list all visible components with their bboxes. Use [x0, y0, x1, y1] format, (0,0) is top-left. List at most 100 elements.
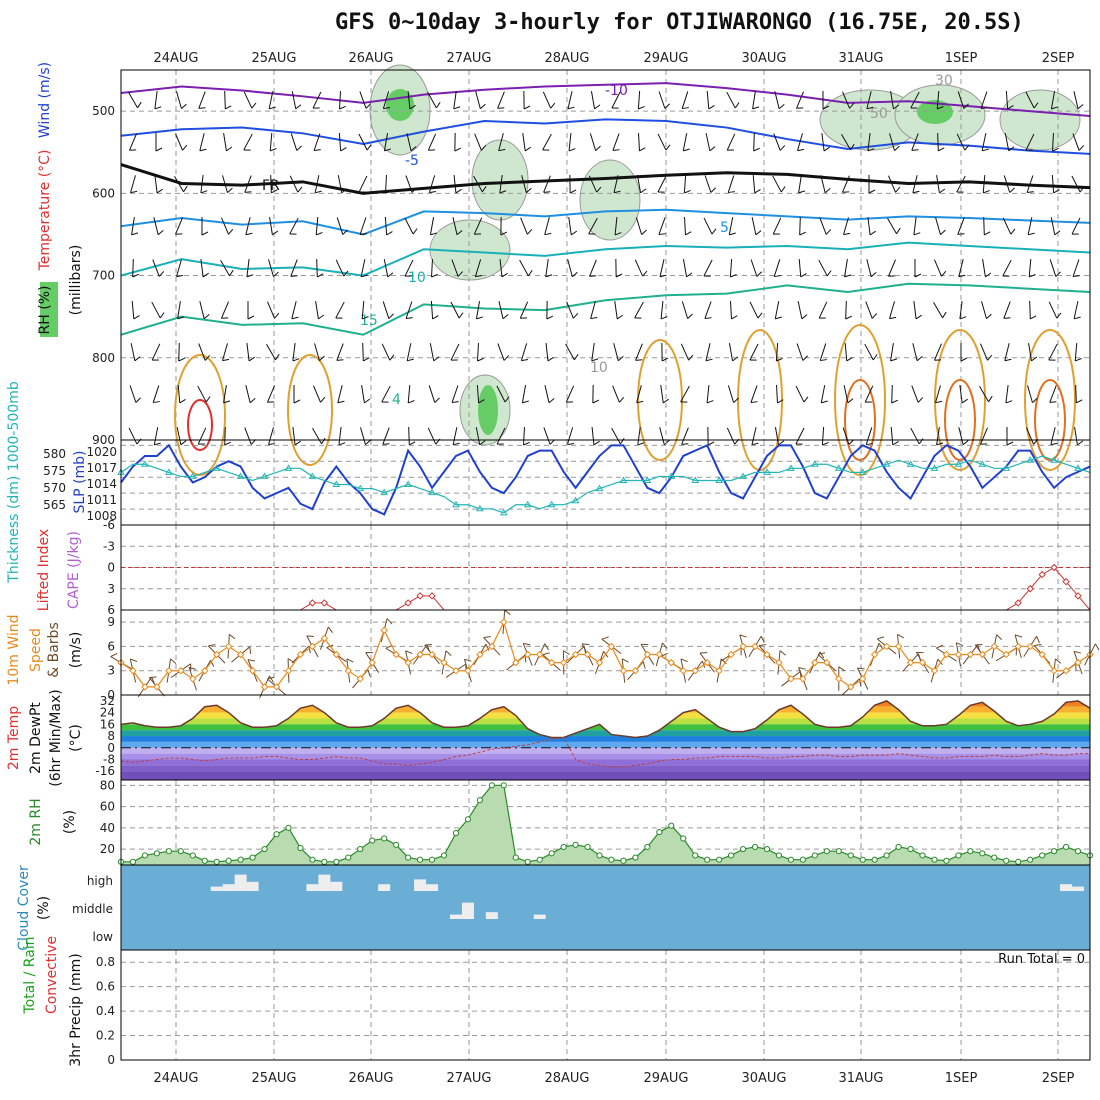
barb-staff: [245, 217, 251, 235]
barb-feather: [661, 357, 669, 362]
thickness-marker: [284, 464, 293, 471]
barb-staff: [981, 301, 987, 319]
wind-barb: [795, 385, 809, 403]
rh2m-marker: [692, 852, 699, 859]
barb-feather: [179, 399, 186, 404]
high-cloud-bar: [426, 884, 439, 891]
wind-barb: [267, 301, 280, 319]
wind-barb: [797, 301, 808, 320]
wind-speed-marker: [631, 667, 640, 675]
barb-feather: [641, 229, 647, 235]
barb-feather: [731, 315, 738, 320]
barb-staff: [911, 133, 919, 151]
barb-staff: [543, 175, 551, 193]
barb-staff: [912, 343, 918, 361]
temp-band: [121, 695, 1090, 701]
barb-feather: [308, 645, 311, 654]
barb-feather: [202, 272, 209, 278]
barb-feather: [572, 312, 579, 319]
wind-barb: [706, 90, 715, 110]
y-tick-label: 0.6: [96, 980, 115, 994]
barb-staff: [1072, 133, 1080, 151]
wind-barb: [153, 427, 161, 446]
barb-staff: [291, 91, 297, 109]
barb-feather: [296, 145, 302, 151]
wind-barb: [727, 175, 735, 194]
barb-feather: [1073, 650, 1082, 654]
barb-staff: [636, 175, 642, 193]
wind-speed-marker: [775, 658, 783, 667]
wind10m-barb: [259, 675, 274, 699]
barb-feather: [477, 357, 484, 362]
wind-barb: [937, 132, 945, 152]
wind-barb: [982, 259, 992, 278]
thickness-marker: [523, 500, 532, 508]
barb-feather: [798, 667, 806, 670]
wind-barb: [842, 91, 855, 109]
wind-barb: [223, 385, 231, 404]
barb-feather: [428, 149, 436, 151]
barb-feather: [134, 356, 141, 362]
barb-feather: [501, 272, 508, 278]
barb-feather: [362, 316, 369, 320]
wind-barb: [636, 175, 647, 194]
wind-barb: [911, 133, 919, 151]
barb-staff: [128, 91, 138, 109]
barb-feather: [316, 232, 323, 236]
contour-10: [120, 241, 1091, 277]
high-cloud-bar: [234, 874, 247, 891]
wind-barb: [750, 259, 762, 277]
contour--5: [120, 118, 1091, 155]
barb-feather: [314, 149, 321, 152]
barb-staff: [843, 217, 849, 235]
barb-staff: [1002, 217, 1012, 235]
barb-feather: [822, 441, 829, 446]
barb-staff: [336, 343, 344, 361]
barb-staff: [245, 385, 251, 403]
wind10m-barb: [1033, 644, 1051, 664]
wind-barb: [637, 427, 645, 446]
temp-band: [121, 753, 1090, 760]
wind-barb: [244, 175, 252, 193]
barb-staff: [614, 301, 618, 319]
barb-staff: [132, 258, 134, 278]
wind-speed-marker: [583, 650, 592, 659]
barb-staff: [865, 301, 873, 319]
wind-barb: [865, 301, 878, 319]
barb-feather: [293, 399, 301, 404]
wind-barb: [222, 175, 233, 194]
barb-feather: [1073, 275, 1080, 278]
barb-staff: [474, 133, 482, 151]
barb-feather: [458, 312, 464, 319]
rh2m-marker: [979, 850, 986, 857]
barb-feather: [208, 644, 216, 647]
wind-barb: [315, 216, 323, 236]
wind10m-barb: [291, 645, 311, 664]
wind-barb: [291, 301, 299, 320]
barb-feather: [842, 191, 850, 193]
barb-staff: [289, 217, 299, 235]
y-tick-label: 32: [100, 694, 115, 708]
rh-blob: [579, 159, 641, 241]
rh-core: [917, 100, 953, 124]
barb-staff: [405, 301, 413, 319]
wind10m-barb: [581, 643, 594, 666]
y-tick-right: 1017: [86, 461, 117, 475]
barb-feather: [859, 678, 862, 686]
wind-barb: [797, 133, 805, 152]
wind-barb: [292, 343, 300, 362]
wind-speed-marker: [1026, 642, 1034, 651]
barb-feather: [845, 315, 852, 320]
rh2m-marker: [883, 852, 890, 859]
barb-staff: [520, 343, 528, 361]
wind-barb: [545, 259, 553, 278]
rh2m-marker: [1003, 857, 1010, 864]
wind-barb: [152, 259, 165, 277]
barb-feather: [497, 443, 504, 445]
barb-staff: [1048, 343, 1058, 361]
barb-feather: [363, 357, 370, 362]
rh2m-marker: [656, 828, 663, 836]
wind-speed-marker: [1038, 650, 1046, 659]
barb-staff: [1049, 385, 1057, 403]
barb-feather: [642, 270, 648, 277]
